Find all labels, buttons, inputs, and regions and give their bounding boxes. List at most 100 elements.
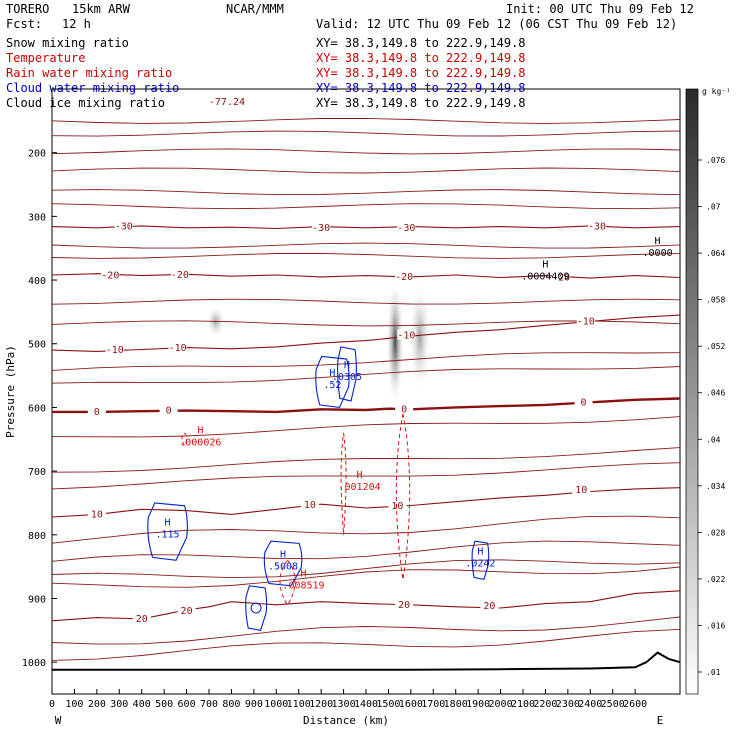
- axes-layer: 0 100 200 300 400 500 600 700 800 900 100011001200…: [4, 149, 663, 727]
- cloud-water-value: .52: [323, 380, 341, 391]
- isotherm-label-bg: [177, 605, 196, 616]
- model-name: TORERO: [6, 2, 49, 16]
- isotherm-line: [52, 366, 680, 384]
- y-tick-label: 800: [28, 531, 46, 542]
- cloud-water-contour: [147, 502, 188, 561]
- field-legend: Snow mixing ratio XY= 38.3,149.8 to 222.9…: [6, 36, 526, 110]
- cloud-water-max-marker: H: [477, 546, 483, 557]
- isotherm-label: -30: [397, 223, 415, 234]
- isotherm-labeled: [52, 225, 680, 230]
- y-tick-label: 500: [28, 340, 46, 351]
- y-axis-title: Pressure (hPa): [4, 345, 17, 438]
- cloud-water-contour: [263, 540, 303, 587]
- isotherm-label-bg: [159, 404, 178, 415]
- cloud-water-value: .0305: [332, 372, 362, 383]
- isotherm-label-bg: [397, 221, 416, 232]
- x-tick-label: 2400: [578, 699, 602, 710]
- colorbar-tick-label: .064: [706, 249, 725, 258]
- cloud-ice-value: .0004409: [521, 271, 569, 282]
- isotherm-label-bg: [388, 500, 407, 511]
- x-tick-label: 2000: [489, 699, 513, 710]
- isotherm-line: [52, 203, 680, 210]
- isotherm-label-bg: [101, 269, 120, 280]
- isotherm-label-bg: [170, 268, 189, 279]
- isotherm-label-bg: [480, 600, 499, 611]
- isotherm-label: 0: [401, 404, 407, 415]
- isotherm-labeled: [52, 590, 680, 622]
- isotherm-line: [52, 515, 680, 544]
- snow-shading-blob: [408, 280, 432, 395]
- colorbar-unit: g kg⁻¹: [702, 87, 731, 96]
- y-tick-label: 900: [28, 594, 46, 605]
- isotherm-line: [52, 447, 680, 473]
- isotherm-label-bg: [395, 270, 414, 281]
- y-tick-label: 700: [28, 467, 46, 478]
- rain-water-value: .000026: [179, 437, 221, 448]
- colorbar: g kg⁻¹ .076 .07 .064 .058 .052 .046 .04 .034 .02…: [685, 87, 731, 695]
- cloud-water-contour: [315, 355, 350, 409]
- isotherm-label: 10: [575, 485, 587, 496]
- cloud-water-contour: [245, 585, 268, 631]
- isotherm-label: 0: [94, 407, 100, 418]
- upper-temperature-label: -77.24: [209, 97, 245, 108]
- x-tick-label: 1600: [399, 699, 423, 710]
- isotherm-label: -30: [115, 222, 133, 233]
- rain-water-contour: [279, 559, 296, 606]
- x-end-label-west: W: [55, 714, 62, 727]
- field-name: Rain water mixing ratio: [6, 66, 172, 80]
- isotherm-line: [52, 352, 680, 371]
- cloud-ice-value: .0000: [643, 248, 673, 259]
- x-tick-label: 200: [88, 699, 106, 710]
- isotherm-label: 20: [483, 601, 495, 612]
- x-tick-label: 1100: [287, 699, 311, 710]
- colorbar-tick-label: .034: [706, 482, 725, 491]
- rain-water-max-marker: H: [357, 470, 363, 481]
- x-tick-label: 2500: [601, 699, 625, 710]
- isotherm-label: -20: [171, 270, 189, 281]
- x-tick-label: 2300: [556, 699, 580, 710]
- field-xy: XY= 38.3,149.8 to 222.9,149.8: [316, 36, 526, 50]
- snow-shading-layer: [205, 276, 432, 408]
- isotherm-label-bg: [168, 342, 187, 353]
- cloud-water-value: .0242: [465, 558, 495, 569]
- rain-water-contour: [340, 432, 347, 535]
- x-tick-label: 600: [178, 699, 196, 710]
- isotherm-label-bg: [312, 221, 331, 232]
- isotherm-label: -10: [397, 330, 415, 341]
- isotherm-labeled: [52, 273, 680, 279]
- isotherm-label-bg: [397, 329, 416, 340]
- x-axis-title: Distance (km): [303, 714, 389, 727]
- isotherm-label-bg: [572, 484, 591, 495]
- isotherm-label: -20: [395, 272, 413, 283]
- cloud-water-contour-layer: [147, 346, 490, 631]
- isotherm-line: [52, 320, 680, 327]
- y-tick-label: 300: [28, 212, 46, 223]
- x-tick-label: 0: [49, 699, 55, 710]
- isotherm-label: 20: [181, 606, 193, 617]
- x-tick-label: 2200: [533, 699, 557, 710]
- isotherm-label-bg: [105, 344, 124, 355]
- isotherm-line: [52, 130, 680, 137]
- isotherm-line: [52, 566, 680, 588]
- field-xy: XY= 38.3,149.8 to 222.9,149.8: [316, 81, 526, 95]
- y-tick-label: 1000: [22, 658, 46, 669]
- colorbar-tick-label: .058: [706, 296, 725, 305]
- cloud-water-inner: [250, 602, 262, 614]
- cloud-ice-max-marker: H: [542, 259, 548, 270]
- colorbar-tick-label: .046: [706, 389, 725, 398]
- x-tick-label: 1400: [354, 699, 378, 710]
- isotherm-label-bg: [132, 612, 151, 623]
- colorbar-tick-label: .016: [706, 621, 725, 630]
- field-name: Snow mixing ratio: [6, 36, 129, 50]
- field-xy: XY= 38.3,149.8 to 222.9,149.8: [316, 96, 526, 110]
- temperature-contour-layer: -30 -30 -30 -30 -20 -20 -20 -20 -10 -10 -10 -10 0 0 0 0…: [52, 117, 680, 661]
- cloud-water-max-marker: H: [164, 518, 170, 529]
- isotherm-label: -20: [552, 273, 570, 284]
- colorbar-gradient: [685, 88, 699, 695]
- field-name: Cloud water mixing ratio: [6, 81, 179, 95]
- x-tick-label: 1200: [309, 699, 333, 710]
- org-label: NCAR/MMM: [226, 2, 284, 16]
- rain-water-max-marker: H: [300, 569, 306, 580]
- x-tick-label: 800: [222, 699, 240, 710]
